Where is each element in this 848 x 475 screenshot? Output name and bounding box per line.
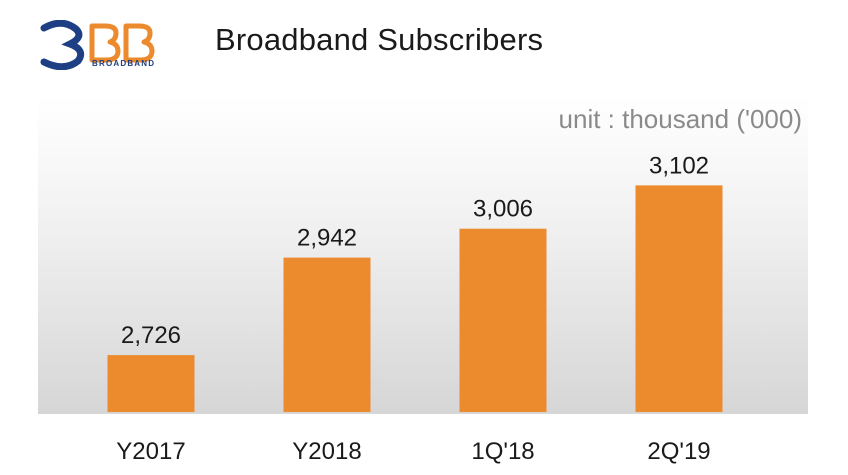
page-title: Broadband Subscribers	[215, 22, 544, 57]
bar-0	[107, 355, 195, 412]
x-tick-label-1: Y2018	[292, 438, 361, 465]
bar-2	[459, 228, 547, 412]
value-label-2: 3,006	[473, 196, 533, 223]
x-tick-label-0: Y2017	[116, 438, 185, 465]
unit-note: unit : thousand ('000)	[558, 104, 802, 134]
value-label-0: 2,726	[121, 322, 181, 349]
value-label-1: 2,942	[297, 225, 357, 252]
brand-logo: BROADBAND	[40, 20, 170, 70]
3bb-logo-icon	[40, 20, 155, 70]
value-label-3: 3,102	[649, 152, 709, 179]
logo-subtext: BROADBAND	[92, 59, 156, 68]
bar-1	[283, 257, 371, 412]
bar-3	[635, 185, 723, 412]
x-tick-label-2: 1Q'18	[471, 438, 534, 465]
x-tick-label-3: 2Q'19	[647, 438, 710, 465]
